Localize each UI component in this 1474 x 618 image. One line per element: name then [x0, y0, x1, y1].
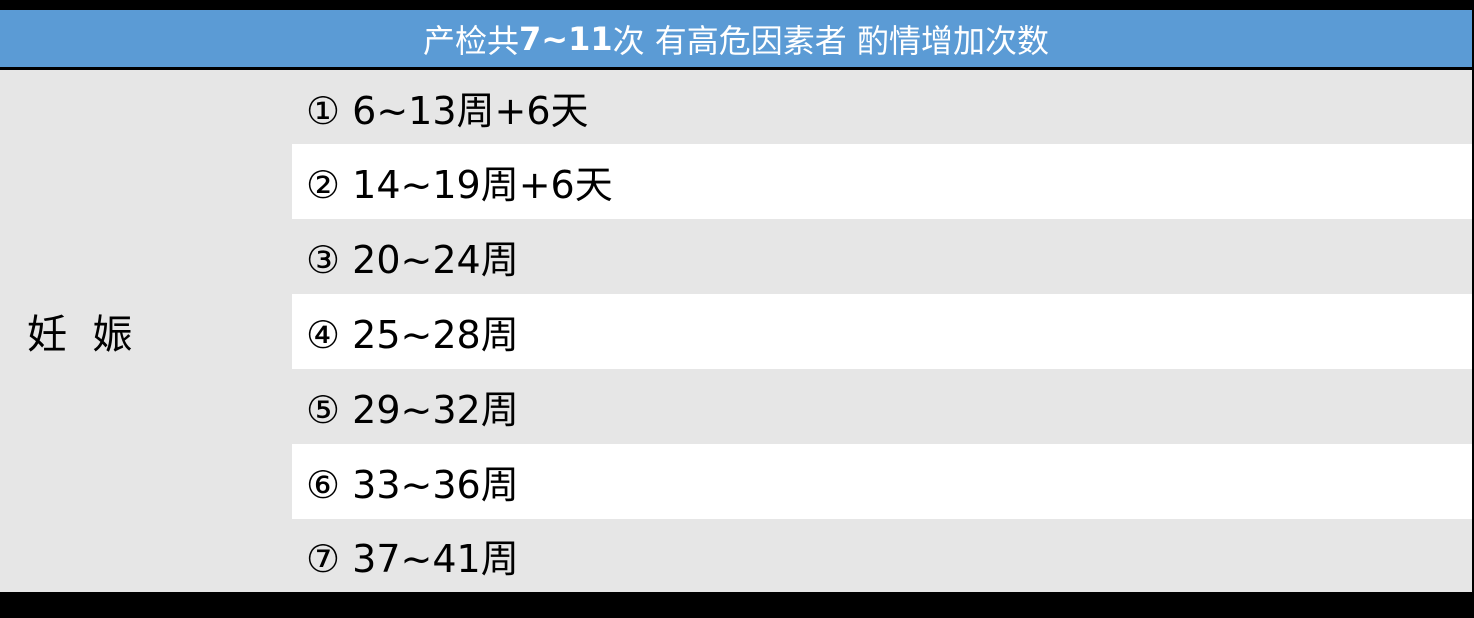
visit-period: ① 6~13周+6天: [306, 89, 589, 133]
table-header: 产检共 7~11 次 有高危因素者 酌情增加次数: [0, 10, 1472, 67]
visit-period: ⑥ 33~36周: [306, 463, 519, 507]
table-row: ⑤ 29~32周: [292, 369, 1472, 444]
visit-period: ③ 20~24周: [306, 238, 519, 282]
schedule-table: 妊 娠 ① 6~13周+6天 ② 14~19周+6天 ③ 20~24周 ④ 25…: [0, 70, 1472, 592]
header-title-pre: 产检共: [423, 21, 520, 60]
table-row: ⑥ 33~36周: [292, 444, 1472, 519]
visit-period: ② 14~19周+6天: [306, 163, 613, 207]
table-row: ① 6~13周+6天: [292, 70, 1472, 145]
row-group-label-cell: 妊 娠: [0, 70, 292, 592]
table-row: ⑦ 37~41周: [292, 519, 1472, 592]
table-row: ④ 25~28周: [292, 294, 1472, 369]
row-group-label: 妊 娠: [27, 312, 133, 358]
header-title-count: 7~11: [519, 19, 613, 58]
visit-period: ⑦ 37~41周: [306, 537, 519, 581]
table-row: ③ 20~24周: [292, 219, 1472, 294]
visit-period: ④ 25~28周: [306, 313, 519, 357]
header-title-post: 次 有高危因素者 酌情增加次数: [612, 21, 1049, 60]
visit-period: ⑤ 29~32周: [306, 388, 519, 432]
table-row: ② 14~19周+6天: [292, 144, 1472, 219]
